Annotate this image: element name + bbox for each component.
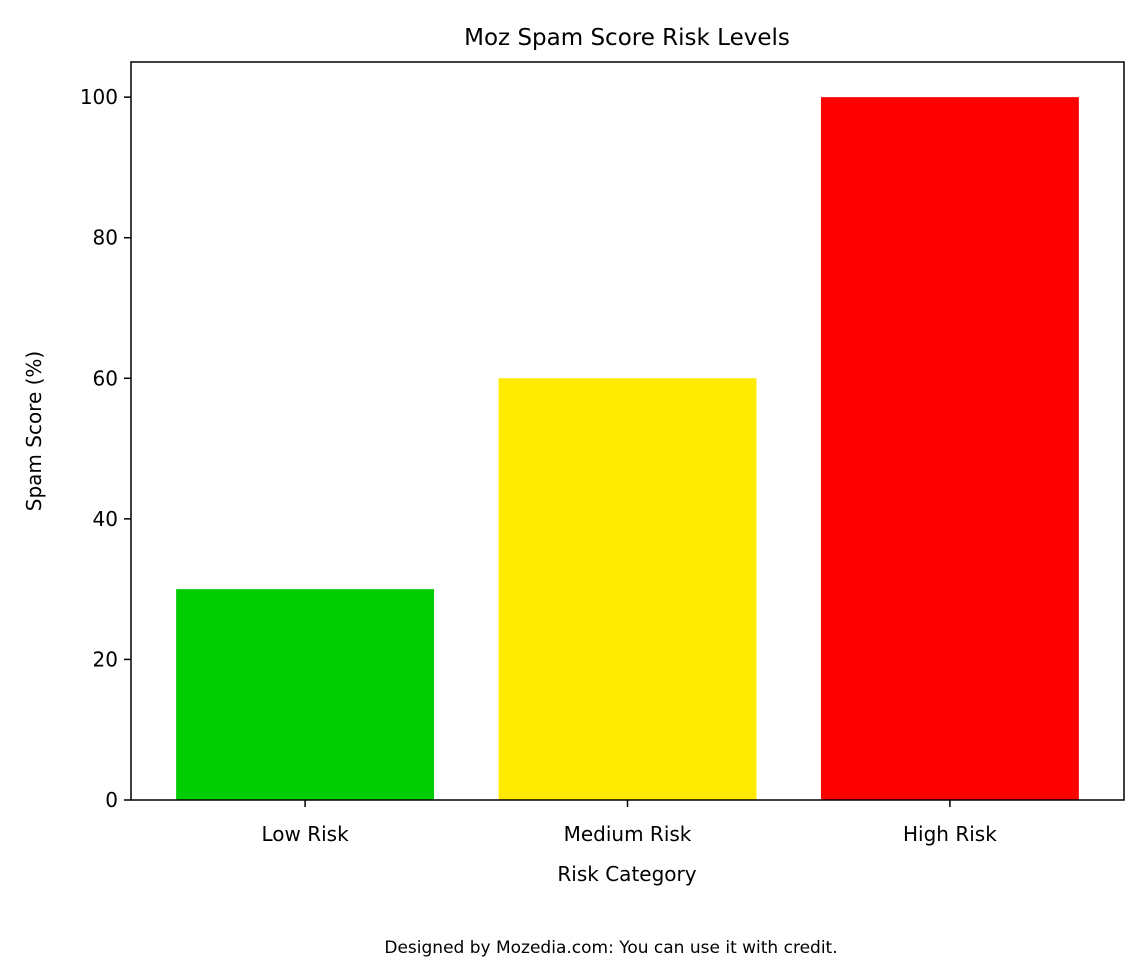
x-axis-label: Risk Category — [557, 862, 696, 886]
y-tick-label: 100 — [80, 85, 118, 109]
footer-credit: Designed by Mozedia.com: You can use it … — [384, 938, 837, 958]
y-tick-label: 0 — [105, 788, 118, 812]
bar-low-risk — [176, 589, 435, 800]
x-tick-label: Low Risk — [261, 822, 349, 846]
y-tick-label: 80 — [93, 226, 118, 250]
bar-high-risk — [820, 97, 1079, 800]
chart-title: Moz Spam Score Risk Levels — [464, 25, 790, 51]
y-tick-label: 60 — [93, 366, 118, 390]
x-tick-label: High Risk — [903, 822, 997, 846]
y-axis-label: Spam Score (%) — [22, 351, 46, 511]
y-tick-label: 40 — [93, 507, 118, 531]
bar-medium-risk — [498, 378, 757, 800]
x-tick-label: Medium Risk — [564, 822, 692, 846]
y-tick-label: 20 — [93, 647, 118, 671]
